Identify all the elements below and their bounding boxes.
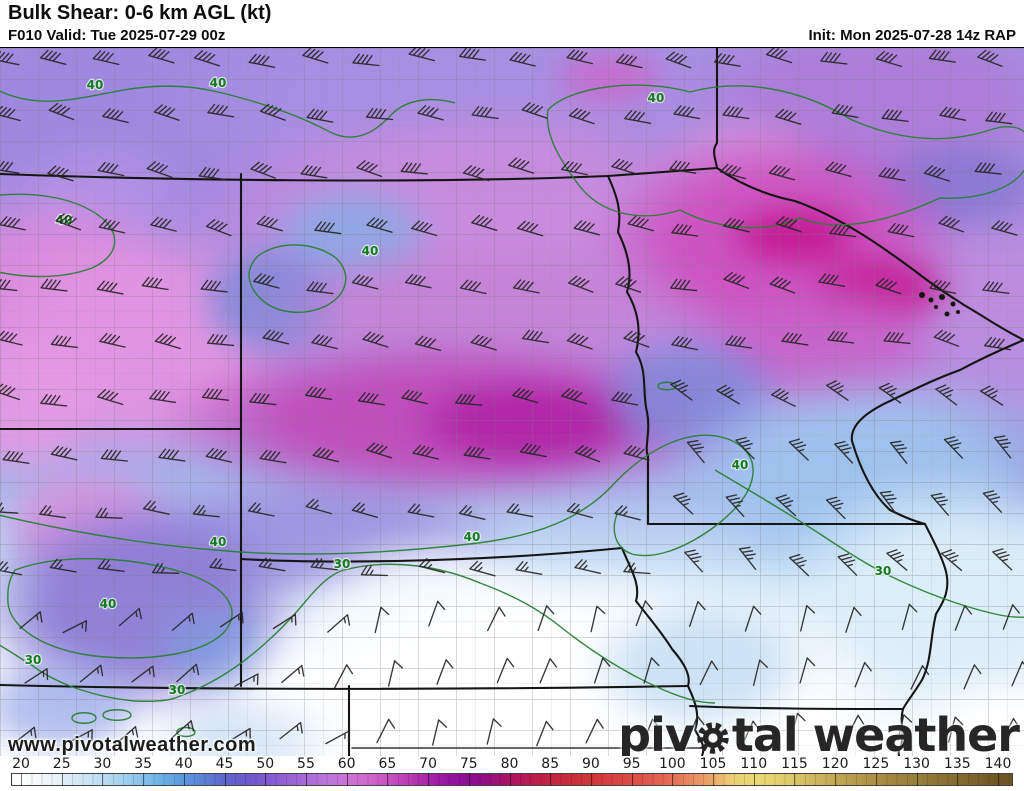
colorbar-tick (143, 773, 145, 786)
state-borders (0, 48, 1024, 757)
colorbar-tick (21, 773, 22, 786)
colorbar-tick (346, 773, 348, 786)
county-grid-2 (0, 48, 1024, 757)
svg-text:30: 30 (169, 683, 186, 697)
logo-text-tal-weather: tal weather (731, 708, 1020, 758)
wind-barbs (0, 48, 1024, 747)
svg-text:40: 40 (210, 76, 227, 90)
svg-text:40: 40 (732, 458, 749, 472)
svg-text:30: 30 (334, 557, 351, 571)
colorbar-tick-label: 110 (740, 756, 768, 772)
colorbar-tick-label: 70 (419, 756, 437, 772)
colorbar-tick (387, 773, 389, 786)
colorbar-tick (835, 773, 837, 786)
svg-text:40: 40 (648, 91, 665, 105)
colorbar-tick (468, 773, 470, 786)
page-title: Bulk Shear: 0-6 km AGL (kt) (8, 2, 272, 24)
svg-text:40: 40 (362, 244, 379, 258)
colorbar-tick (998, 773, 999, 786)
colorbar-tick (428, 773, 430, 786)
colorbar-tick (305, 773, 307, 786)
lakes (919, 292, 960, 317)
colorbar-tick (265, 773, 267, 786)
colorbar-tick (916, 773, 918, 786)
svg-text:40: 40 (56, 213, 73, 227)
colorbar-tick-label: 95 (622, 756, 641, 772)
colorbar-tick (183, 773, 185, 786)
colorbar-tick-label: 55 (297, 756, 315, 772)
colorbar-tick-label: 50 (256, 756, 275, 772)
svg-text:30: 30 (875, 564, 892, 578)
colorbar-tick-label: 130 (903, 756, 930, 772)
colorbar-tick (631, 773, 633, 786)
pivotal-weather-logo: piv tal weather (618, 708, 1020, 758)
colorbar-tick-label: 100 (658, 756, 686, 772)
colorbar-gradient (11, 773, 1013, 786)
watermark: www.pivotalweather.com (8, 734, 257, 756)
colorbar-tick (590, 773, 592, 786)
colorbar-tick (957, 773, 959, 786)
colorbar-tick-label: 45 (215, 756, 234, 772)
colorbar-tick-label: 90 (581, 756, 600, 772)
colorbar-tick (672, 773, 674, 786)
colorbar-tick-label: 125 (862, 756, 890, 772)
colorbar-tick-label: 25 (52, 756, 71, 772)
colorbar-tick (875, 773, 877, 786)
colorbar-tick-label: 20 (12, 756, 30, 772)
colorbar-tick (102, 773, 104, 786)
contour-labels: 40 40 40 40 40 40 40 40 40 30 30 30 30 (23, 75, 892, 699)
svg-text:40: 40 (87, 78, 104, 92)
colorbar-tick-label: 80 (500, 756, 519, 772)
colorbar-tick (753, 773, 755, 786)
svg-text:40: 40 (464, 530, 481, 544)
colorbar-tick-label: 60 (337, 756, 356, 772)
colorbar-tick (224, 773, 226, 786)
logo-text-piv: piv (618, 708, 695, 758)
colorbar-tick-label: 140 (984, 756, 1012, 772)
shear-contours (0, 84, 1024, 738)
colorbar-tick-label: 115 (781, 756, 808, 772)
gear-icon (697, 722, 729, 754)
colorbar-tick-label: 105 (699, 756, 727, 772)
model-init-time: Init: Mon 2025-07-28 14z RAP (808, 27, 1016, 44)
colorbar: 20 25 30 35 40 45 50 55 60 65 70 75 80 85 90 95 100 105 11… (0, 756, 1024, 791)
colorbar-tick-label: 65 (378, 756, 397, 772)
colorbar-tick (550, 773, 552, 786)
colorbar-tick-label: 75 (459, 756, 478, 772)
svg-text:40: 40 (210, 535, 227, 549)
svg-text:30: 30 (25, 653, 42, 667)
colorbar-tick (713, 773, 715, 786)
forecast-valid-time: F010 Valid: Tue 2025-07-29 00z (8, 27, 226, 44)
colorbar-tick (794, 773, 796, 786)
colorbar-tick-label: 85 (541, 756, 560, 772)
colorbar-tick (509, 773, 511, 786)
colorbar-tick (61, 773, 63, 786)
colorbar-tick-label: 35 (134, 756, 153, 772)
colorbar-tick-label: 30 (93, 756, 112, 772)
colorbar-tick-label: 135 (943, 756, 971, 772)
map-overlay: 40 40 40 40 40 40 40 40 40 30 30 30 30 (0, 48, 1024, 757)
colorbar-tick-label: 40 (174, 756, 193, 772)
header: Bulk Shear: 0-6 km AGL (kt) F010 Valid: … (0, 0, 1024, 47)
colorbar-tick-label: 120 (821, 756, 849, 772)
colorbar-steps (11, 773, 1013, 786)
svg-text:40: 40 (100, 597, 117, 611)
shear-map: 40 40 40 40 40 40 40 40 40 30 30 30 30 www.pivotalwe… (0, 47, 1024, 758)
